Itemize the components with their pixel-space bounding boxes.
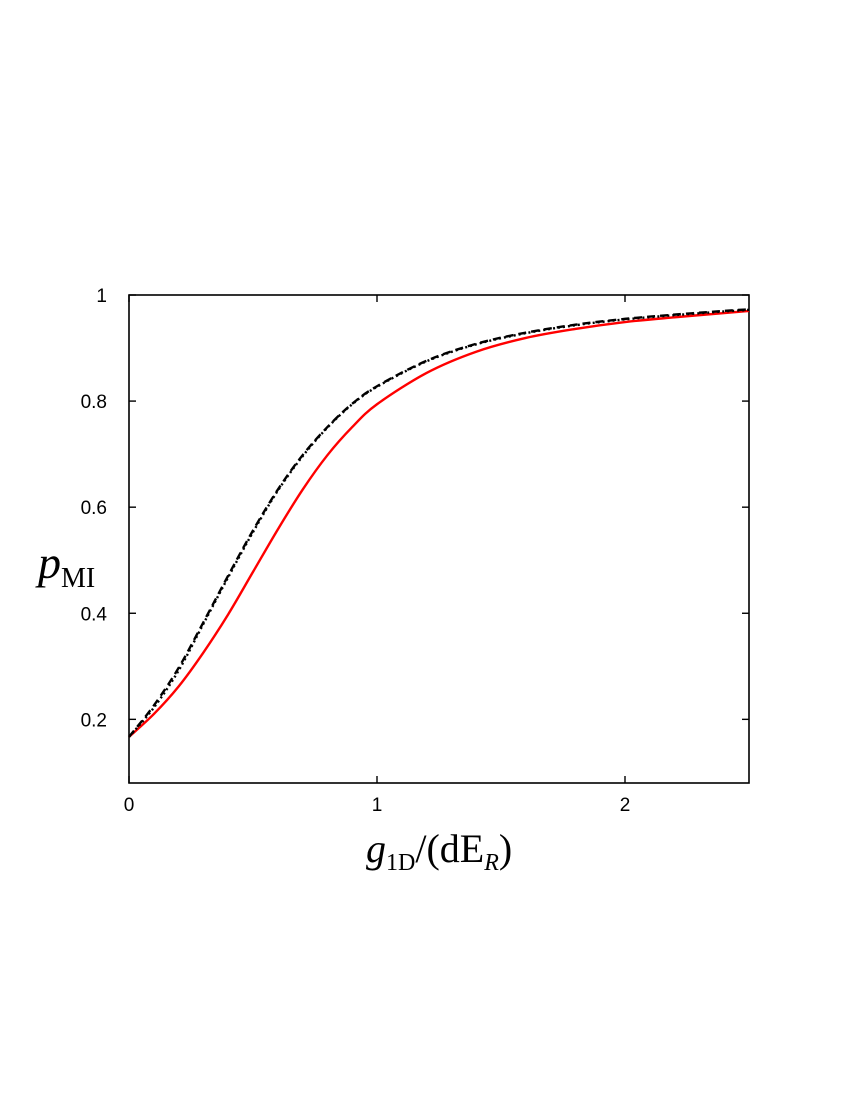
y-axis-label: pMI [35,537,95,594]
y-tick-label: 0.2 [81,710,107,731]
x-tick-label: 0 [124,795,135,816]
y-tick-label: 0.4 [81,604,108,625]
y-tick-label: 0.8 [81,392,107,413]
y-tick-label: 1 [96,286,107,307]
y-axis-label-main: p [35,537,61,588]
series-line-solid [128,309,750,738]
series-line-dashed [128,308,750,738]
x-axis-label-sub: 1D [386,850,415,876]
x-axis-label-main: g [366,826,386,871]
x-axis-label: g1D/(dER) [366,826,512,876]
y-axis-label-sub: MI [61,563,95,594]
x-axis-label-sub2: R [483,850,499,876]
x-tick-label: 2 [620,795,631,816]
x-axis-label-close: ) [499,826,512,871]
x-tick-label: 1 [372,795,383,816]
ticks: 0 1 2 0.2 0.4 0.6 0.8 1 [81,286,749,816]
series-line-dotted [128,308,750,738]
series [128,308,750,738]
x-axis-label-rest: /(dE [415,826,484,871]
y-tick-label: 0.6 [81,498,107,519]
plot-frame [128,294,750,784]
